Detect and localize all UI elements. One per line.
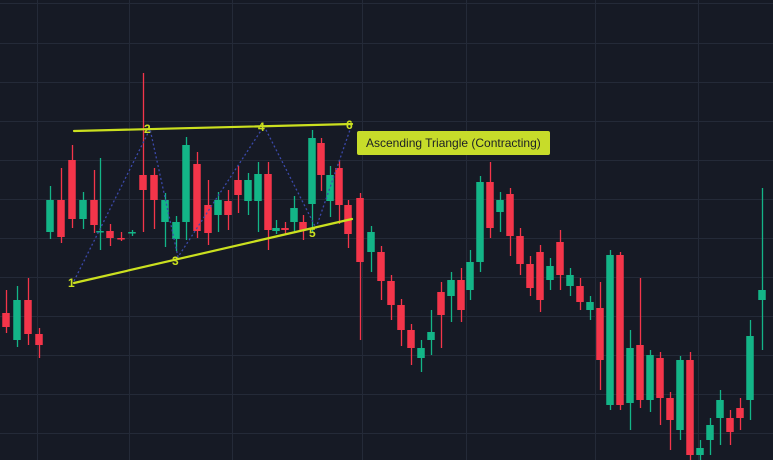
- resistance-trendline[interactable]: [72, 122, 354, 133]
- pattern-overlay[interactable]: 1 2 3 4 5 6: [68, 118, 354, 290]
- support-trendline[interactable]: [72, 217, 354, 285]
- pattern-label-tooltip[interactable]: Ascending Triangle (Contracting): [357, 131, 550, 155]
- zigzag-path: [73, 123, 353, 282]
- pivot-label-1[interactable]: 1: [68, 276, 75, 290]
- pivot-label-4[interactable]: 4: [258, 120, 265, 134]
- pivot-label-3[interactable]: 3: [172, 254, 179, 268]
- candles-layer: [2, 73, 766, 460]
- pivot-label-6[interactable]: 6: [346, 118, 353, 132]
- pivot-label-5[interactable]: 5: [309, 226, 316, 240]
- pattern-label-text: Ascending Triangle (Contracting): [366, 136, 541, 150]
- pivot-label-2[interactable]: 2: [144, 122, 151, 136]
